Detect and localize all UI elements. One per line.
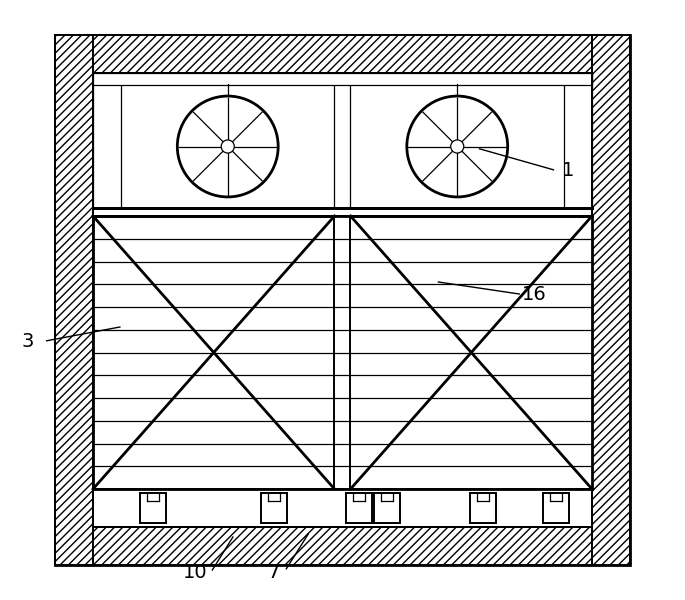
Bar bbox=[55, 35, 93, 565]
Text: 7: 7 bbox=[268, 563, 280, 583]
Bar bbox=[93, 73, 592, 208]
Bar bbox=[55, 35, 630, 73]
Bar bbox=[93, 73, 592, 85]
Bar bbox=[334, 216, 351, 489]
Circle shape bbox=[407, 96, 508, 197]
Text: 16: 16 bbox=[522, 284, 547, 304]
Bar bbox=[334, 73, 351, 208]
Text: 10: 10 bbox=[183, 563, 208, 583]
Bar bbox=[592, 35, 630, 565]
Bar bbox=[93, 208, 592, 216]
Bar bbox=[93, 73, 121, 208]
Bar bbox=[55, 527, 630, 565]
Circle shape bbox=[221, 140, 234, 153]
Circle shape bbox=[451, 140, 464, 153]
Bar bbox=[93, 216, 592, 489]
Text: 1: 1 bbox=[562, 161, 575, 181]
Bar bbox=[55, 35, 630, 565]
Bar bbox=[93, 489, 592, 527]
Text: 3: 3 bbox=[21, 332, 34, 352]
Circle shape bbox=[177, 96, 278, 197]
Bar bbox=[564, 73, 592, 208]
